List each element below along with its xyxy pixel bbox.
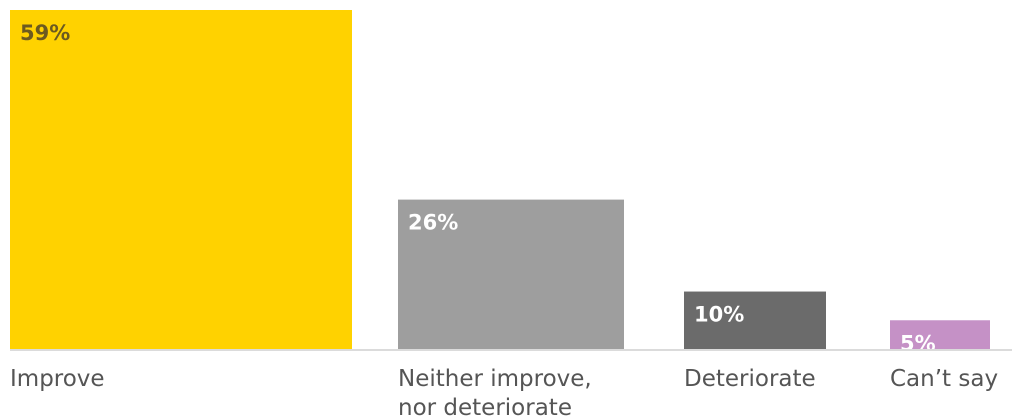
category-label-3: Can’t say: [890, 366, 998, 392]
bar-value-label-3: 5%: [900, 331, 936, 355]
bars-group: 59% 26% 10% 5%: [10, 10, 990, 355]
category-label-1-line-0: Neither improve,: [398, 366, 592, 392]
bar-value-label-1: 26%: [408, 211, 458, 235]
bar-value-label-0: 59%: [20, 21, 70, 45]
bar-0: [10, 10, 352, 349]
bar-value-label-2: 10%: [694, 303, 744, 327]
bar-2: [684, 291, 826, 349]
bar-3: [890, 320, 990, 349]
category-label-2: Deteriorate: [684, 366, 816, 392]
bar-1: [398, 199, 624, 349]
category-label-1-line-1: nor deteriorate: [398, 395, 572, 418]
category-labels-group: Improve Neither improve, nor deteriorate De…: [10, 366, 998, 418]
category-label-0: Improve: [10, 366, 105, 392]
